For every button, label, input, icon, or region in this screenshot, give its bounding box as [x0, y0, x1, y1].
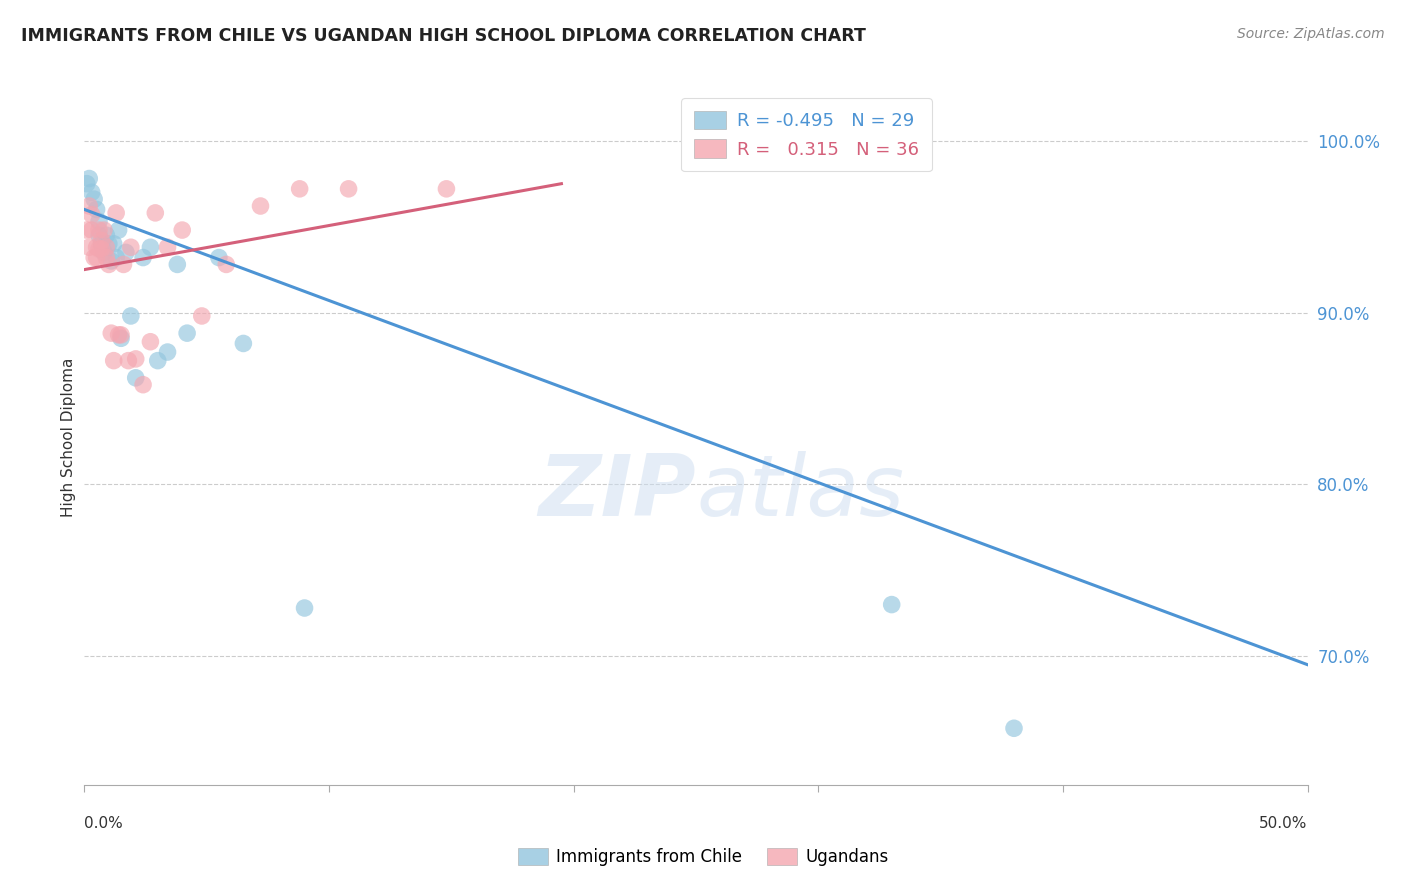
- Point: [80, 186, 103, 200]
- Point: [115, 245, 138, 260]
- Point: [105, 206, 128, 220]
- Point: [93, 223, 115, 237]
- Point: [87, 242, 110, 256]
- Point: [96, 228, 118, 243]
- Point: [436, 182, 458, 196]
- Y-axis label: High School Diploma: High School Diploma: [60, 358, 76, 516]
- Point: [100, 254, 122, 268]
- Point: [76, 223, 98, 237]
- Point: [90, 233, 112, 247]
- Point: [294, 601, 316, 615]
- Point: [208, 251, 231, 265]
- Point: [172, 223, 194, 237]
- Point: [93, 245, 115, 260]
- Point: [132, 251, 155, 265]
- Point: [249, 199, 271, 213]
- Point: [83, 251, 105, 265]
- Point: [1002, 721, 1025, 735]
- Point: [125, 351, 148, 366]
- Point: [191, 309, 214, 323]
- Text: ZIP: ZIP: [538, 451, 696, 534]
- Point: [97, 257, 120, 271]
- Point: [90, 236, 112, 251]
- Point: [288, 182, 311, 196]
- Point: [87, 214, 110, 228]
- Point: [156, 345, 179, 359]
- Point: [90, 242, 112, 256]
- Point: [86, 202, 108, 217]
- Point: [337, 182, 360, 196]
- Point: [77, 240, 100, 254]
- Point: [139, 334, 162, 349]
- Text: Source: ZipAtlas.com: Source: ZipAtlas.com: [1237, 27, 1385, 41]
- Point: [96, 240, 118, 254]
- Point: [100, 326, 122, 340]
- Point: [87, 228, 110, 243]
- Point: [215, 257, 238, 271]
- Point: [80, 208, 103, 222]
- Point: [105, 251, 128, 265]
- Point: [120, 240, 142, 254]
- Text: atlas: atlas: [696, 451, 904, 534]
- Point: [120, 309, 142, 323]
- Point: [77, 171, 100, 186]
- Point: [107, 223, 129, 237]
- Point: [107, 327, 129, 342]
- Point: [80, 223, 103, 237]
- Point: [146, 353, 169, 368]
- Text: 0.0%: 0.0%: [84, 816, 124, 831]
- Point: [880, 598, 903, 612]
- Point: [77, 199, 100, 213]
- Point: [156, 240, 179, 254]
- Point: [232, 336, 254, 351]
- Legend: Immigrants from Chile, Ugandans: Immigrants from Chile, Ugandans: [509, 840, 897, 875]
- Point: [83, 192, 105, 206]
- Point: [143, 206, 166, 220]
- Text: IMMIGRANTS FROM CHILE VS UGANDAN HIGH SCHOOL DIPLOMA CORRELATION CHART: IMMIGRANTS FROM CHILE VS UGANDAN HIGH SC…: [21, 27, 866, 45]
- Point: [103, 236, 125, 251]
- Point: [132, 377, 155, 392]
- Point: [103, 353, 125, 368]
- Text: 50.0%: 50.0%: [1260, 816, 1308, 831]
- Point: [139, 240, 162, 254]
- Point: [76, 177, 98, 191]
- Point: [110, 327, 132, 342]
- Legend: R = -0.495   N = 29, R =   0.315   N = 36: R = -0.495 N = 29, R = 0.315 N = 36: [681, 98, 932, 171]
- Point: [112, 257, 135, 271]
- Point: [86, 251, 108, 265]
- Point: [96, 251, 118, 265]
- Point: [110, 331, 132, 345]
- Point: [117, 353, 139, 368]
- Point: [176, 326, 198, 340]
- Point: [125, 371, 148, 385]
- Point: [97, 236, 120, 251]
- Point: [166, 257, 188, 271]
- Point: [86, 240, 108, 254]
- Point: [87, 223, 110, 237]
